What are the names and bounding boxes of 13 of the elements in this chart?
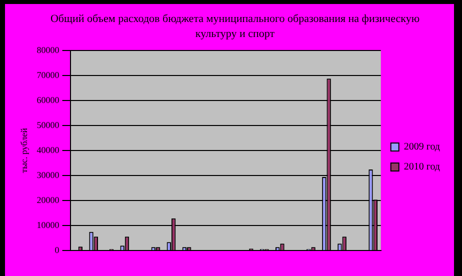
y-tick-label: 60000: [36, 94, 60, 105]
y-tick-label: 30000: [36, 170, 60, 180]
y-tick-label: 80000: [36, 44, 60, 55]
y-tick-label: 0: [54, 245, 60, 256]
y-tick-label: 10000: [36, 220, 60, 230]
y-tick-label: 20000: [36, 194, 60, 205]
y-tick-label: 50000: [36, 120, 60, 130]
legend-label: 2010 год: [404, 162, 440, 173]
legend-label: 2009 год: [404, 142, 440, 153]
y-axis-title: тыс. рублей: [18, 128, 29, 173]
y-tick-label: 70000: [36, 70, 60, 80]
chart-title: Общий объем расходов бюджета муниципального образования на физическую культуру и спорт: [49, 12, 421, 42]
y-tick-label: 40000: [36, 144, 60, 155]
